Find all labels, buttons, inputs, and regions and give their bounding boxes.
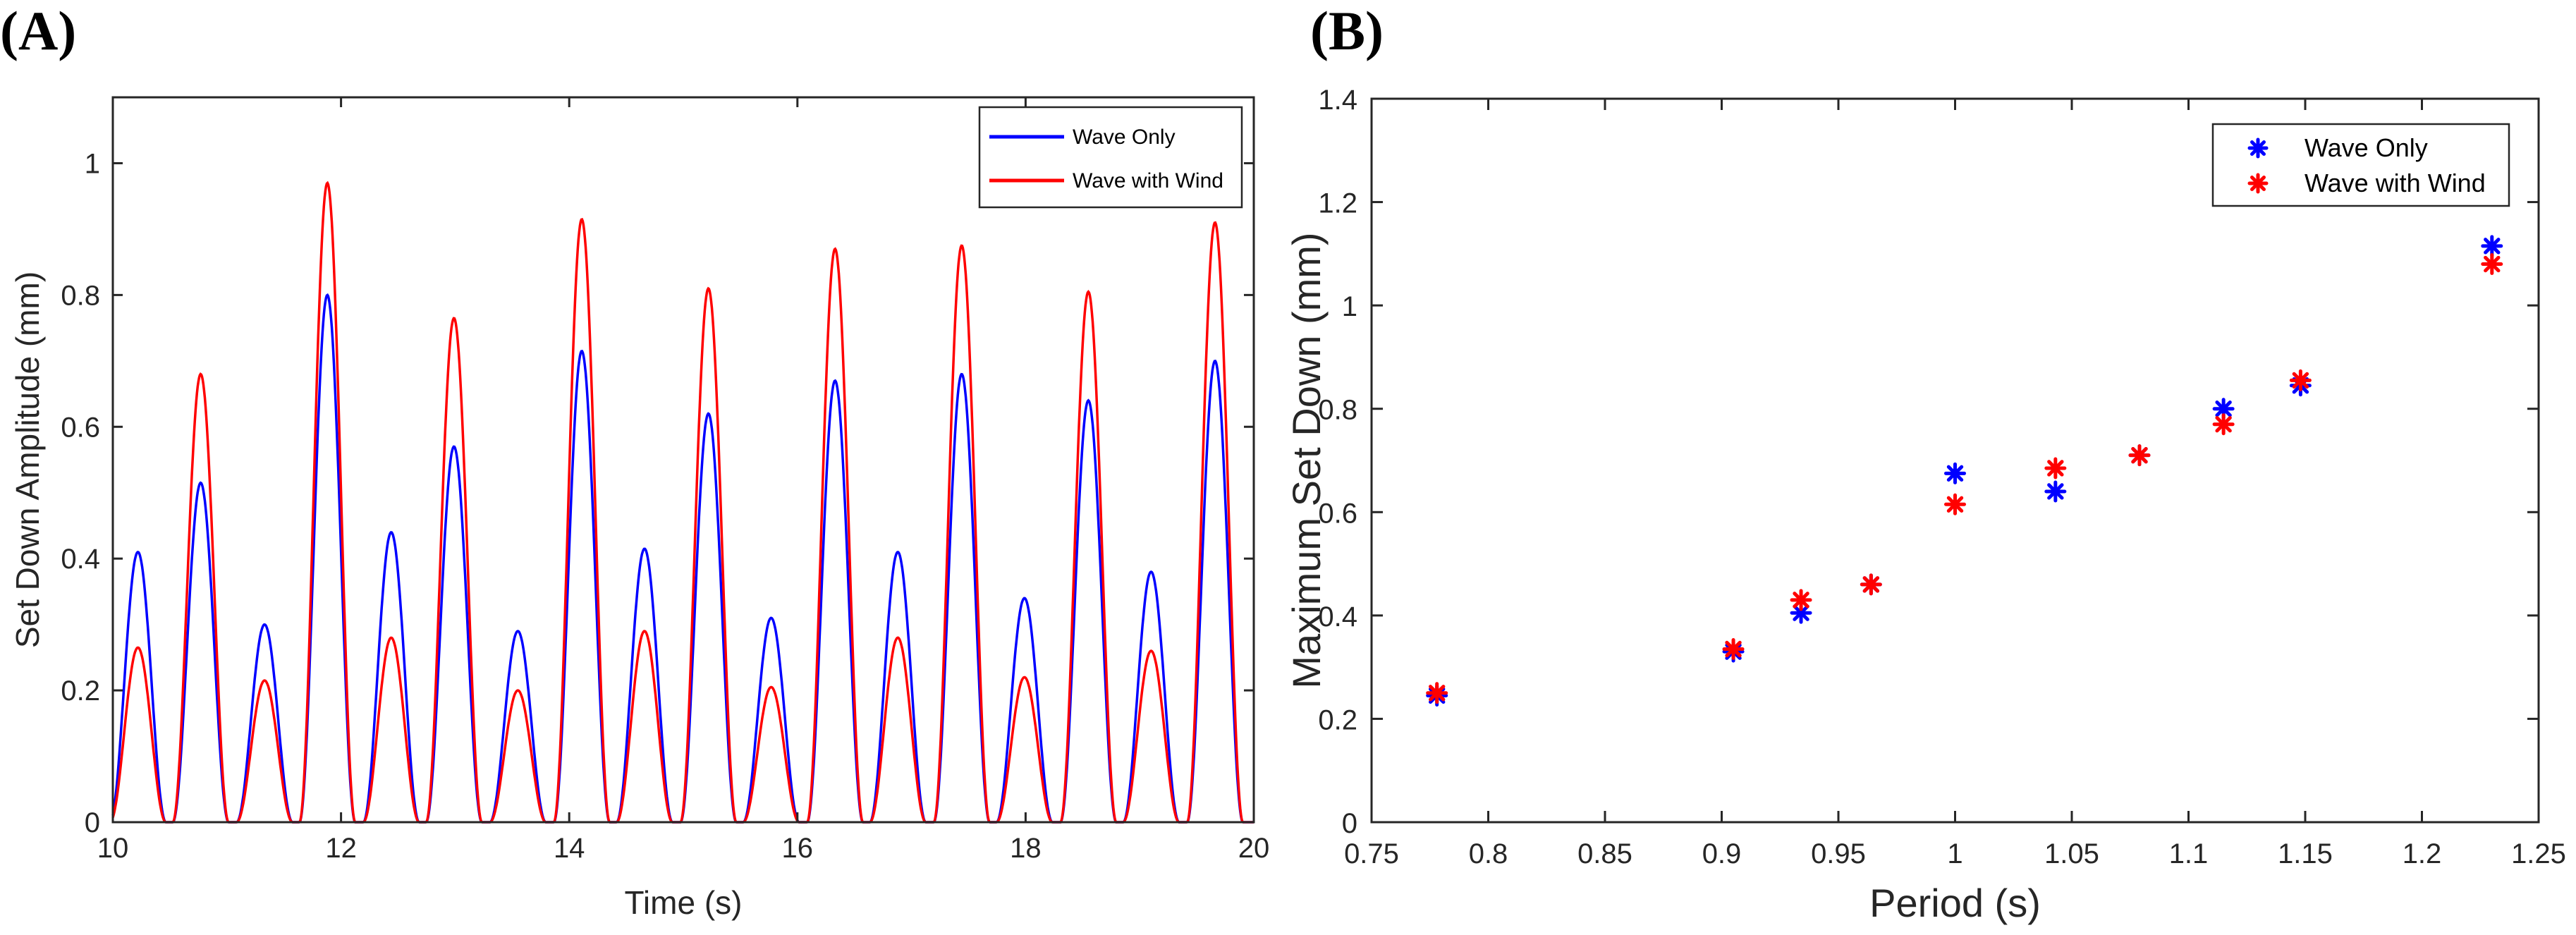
- panel-a-y-axis-label: Set Down Amplitude (mm): [9, 271, 46, 648]
- legend-marker-star: [2247, 138, 2269, 159]
- data-point-wave-with-wind: [2212, 413, 2235, 436]
- y-tick-label: 1: [85, 148, 100, 179]
- x-tick-label: 0.75: [1344, 838, 1399, 869]
- y-tick-label: 0.6: [1318, 498, 1357, 529]
- data-point-wave-only: [1944, 462, 1966, 484]
- y-tick-label: 0.4: [61, 544, 100, 575]
- x-tick-label: 14: [554, 833, 585, 864]
- data-point-wave-with-wind: [1944, 493, 1966, 515]
- y-tick-label: 0: [1342, 808, 1357, 839]
- y-tick-label: 0.8: [1318, 395, 1357, 426]
- panel-a-label: (A): [0, 0, 76, 61]
- panel-a-legend: Wave Only Wave with Wind: [978, 106, 1243, 209]
- x-tick-label: 1.2: [2403, 838, 2442, 869]
- panel-b: (B) 0.75 0.8 0.85 0.9 0.95 1 1.05 1.1 1.15 1.2 1.2…: [1284, 0, 2566, 925]
- data-point-wave-only: [2481, 235, 2503, 257]
- x-tick-label: 1.05: [2044, 838, 2099, 869]
- x-tick-label: 12: [325, 833, 357, 864]
- y-tick-label: 0.6: [61, 412, 100, 443]
- data-point-wave-with-wind: [2481, 253, 2503, 276]
- y-tick-label: 1.4: [1318, 85, 1357, 116]
- x-tick-label: 18: [1010, 833, 1042, 864]
- x-tick-label: 1.1: [2169, 838, 2209, 869]
- y-tick-label: 0.8: [61, 280, 100, 311]
- data-point-wave-with-wind: [1722, 637, 1745, 660]
- x-tick-label: 20: [1238, 833, 1270, 864]
- panel-a-x-axis-label: Time (s): [625, 884, 743, 921]
- y-tick-label: 0.4: [1318, 601, 1357, 632]
- data-point-wave-with-wind: [1790, 589, 1812, 611]
- legend-wave-with-wind-label: Wave with Wind: [2305, 169, 2486, 197]
- panel-b-label: (B): [1310, 0, 1384, 61]
- x-tick-label: 1.25: [2511, 838, 2566, 869]
- x-tick-label: 0.9: [1702, 838, 1742, 869]
- panel-a-axes-box: [111, 96, 1255, 824]
- data-point-wave-with-wind: [2044, 457, 2067, 479]
- y-tick-label: 0: [85, 807, 100, 838]
- x-tick-label: 16: [782, 833, 814, 864]
- legend-wave-with-wind-marker: [2247, 173, 2269, 194]
- panel-b-axes-box: [1370, 97, 2540, 824]
- x-tick-label: 1: [1947, 838, 1962, 869]
- y-tick-label: 1: [1342, 291, 1357, 322]
- legend-wave-with-wind-label: Wave with Wind: [1073, 169, 1223, 192]
- y-tick-label: 0.2: [61, 676, 100, 707]
- y-tick-label: 1.2: [1318, 188, 1357, 219]
- panel-b-legend: Wave Only Wave with Wind: [2211, 123, 2510, 207]
- x-tick-label: 0.8: [1469, 838, 1508, 869]
- data-point-wave-with-wind: [2128, 444, 2151, 467]
- data-point-wave-with-wind: [1860, 573, 1882, 596]
- x-tick-label: 0.95: [1811, 838, 1866, 869]
- legend-wave-only-label: Wave Only: [2305, 133, 2428, 162]
- x-tick-label: 10: [97, 833, 129, 864]
- x-tick-label: 0.85: [1577, 838, 1632, 869]
- data-point-wave-only: [2044, 480, 2067, 503]
- panel-b-y-axis-label: Maximum Set Down (mm): [1284, 232, 1329, 688]
- data-point-wave-with-wind: [2289, 369, 2312, 391]
- legend-wave-only-label: Wave Only: [1073, 126, 1176, 149]
- legend-marker-star: [2247, 173, 2269, 194]
- panel-b-x-axis-label: Period (s): [1869, 881, 2041, 925]
- y-tick-label: 0.2: [1318, 704, 1357, 735]
- series-line-wave-only: [111, 293, 1254, 824]
- x-tick-label: 1.15: [2278, 838, 2333, 869]
- legend-wave-only-marker: [2247, 138, 2269, 159]
- data-point-wave-with-wind: [1426, 682, 1448, 704]
- series-line-wave-with-wind: [111, 181, 1254, 824]
